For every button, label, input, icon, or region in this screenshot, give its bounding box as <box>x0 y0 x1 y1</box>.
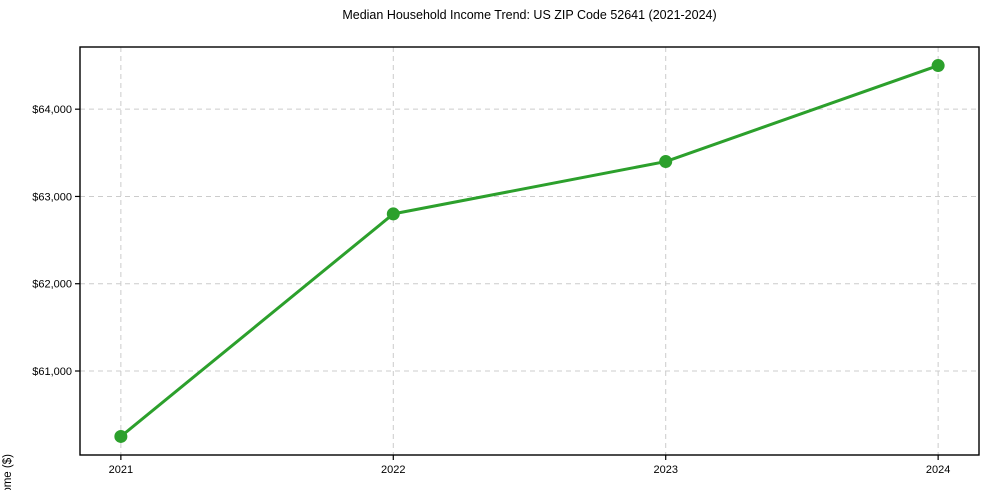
plot-border <box>79 46 980 456</box>
y-tick-label: $62,000 <box>32 279 72 291</box>
y-tick-label: $64,000 <box>32 104 72 116</box>
y-tick-label: $63,000 <box>32 191 72 203</box>
chart-title: Median Household Income Trend: US ZIP Co… <box>342 8 717 22</box>
data-point-marker <box>931 59 945 73</box>
data-point-marker <box>114 429 128 443</box>
data-point-marker <box>659 155 673 169</box>
x-tick-label: 2022 <box>381 464 405 476</box>
x-tick-label: 2021 <box>109 464 133 476</box>
x-tick-label: 2024 <box>926 464 950 476</box>
data-point-marker <box>386 207 400 221</box>
plot-area <box>80 47 979 455</box>
y-tick-label: $61,000 <box>32 366 72 378</box>
x-tick-label: 2023 <box>653 464 677 476</box>
trend-line <box>119 64 940 438</box>
